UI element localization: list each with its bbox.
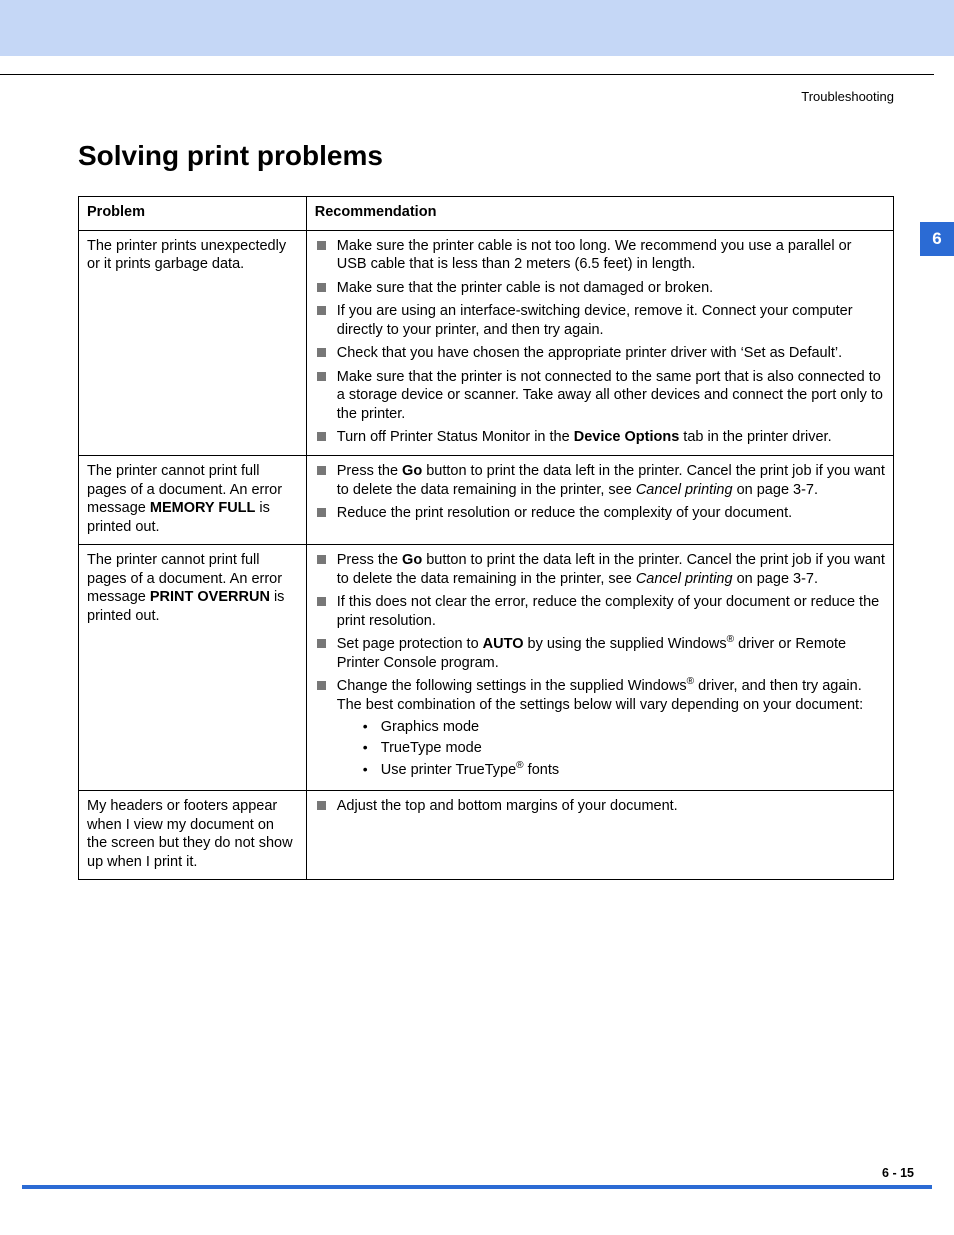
recommendation-item: Make sure that the printer cable is not … bbox=[315, 279, 885, 298]
sub-item: Use printer TrueType® fonts bbox=[337, 761, 885, 780]
problem-cell: The printer cannot print full pages of a… bbox=[79, 545, 307, 791]
recommendation-cell: Press the Go button to print the data le… bbox=[306, 456, 893, 545]
chapter-tab: 6 bbox=[920, 222, 954, 256]
recommendation-item: If this does not clear the error, reduce… bbox=[315, 593, 885, 630]
col-header-recommendation: Recommendation bbox=[306, 197, 893, 231]
table-row: The printer cannot print full pages of a… bbox=[79, 545, 894, 791]
recommendation-cell: Adjust the top and bottom margins of you… bbox=[306, 791, 893, 880]
recommendation-list: Press the Go button to print the data le… bbox=[315, 551, 885, 779]
recommendation-cell: Press the Go button to print the data le… bbox=[306, 545, 893, 791]
document-page: Troubleshooting Solving print problems 6… bbox=[0, 0, 954, 1235]
table-row: My headers or footers appear when I view… bbox=[79, 791, 894, 880]
recommendation-item: Press the Go button to print the data le… bbox=[315, 462, 885, 499]
section-title: Solving print problems bbox=[78, 140, 383, 172]
page-footer: 6 - 15 bbox=[882, 1166, 914, 1180]
recommendation-cell: Make sure the printer cable is not too l… bbox=[306, 230, 893, 455]
recommendation-item: Turn off Printer Status Monitor in the D… bbox=[315, 428, 885, 447]
table-body: The printer prints unexpectedly or it pr… bbox=[79, 230, 894, 880]
footer-line bbox=[22, 1185, 932, 1189]
recommendation-item: Make sure that the printer is not connec… bbox=[315, 368, 885, 424]
recommendation-item: Make sure the printer cable is not too l… bbox=[315, 237, 885, 274]
table-header-row: Problem Recommendation bbox=[79, 197, 894, 231]
horizontal-rule bbox=[0, 74, 934, 75]
sub-list: Graphics mode TrueType mode Use printer Tr… bbox=[337, 718, 885, 780]
top-band bbox=[0, 0, 954, 56]
recommendation-item: Adjust the top and bottom margins of you… bbox=[315, 797, 885, 816]
recommendation-item: Check that you have chosen the appropria… bbox=[315, 344, 885, 363]
sub-item: Graphics mode bbox=[337, 718, 885, 737]
problem-cell: My headers or footers appear when I view… bbox=[79, 791, 307, 880]
recommendation-item: Press the Go button to print the data le… bbox=[315, 551, 885, 588]
recommendation-list: Press the Go button to print the data le… bbox=[315, 462, 885, 523]
recommendation-list: Make sure the printer cable is not too l… bbox=[315, 237, 885, 447]
recommendation-item: Change the following settings in the sup… bbox=[315, 677, 885, 779]
sub-item: TrueType mode bbox=[337, 739, 885, 758]
col-header-problem: Problem bbox=[79, 197, 307, 231]
recommendation-item: Set page protection to AUTO by using the… bbox=[315, 635, 885, 672]
recommendation-item: If you are using an interface-switching … bbox=[315, 302, 885, 339]
breadcrumb: Troubleshooting bbox=[801, 89, 894, 104]
table-row: The printer prints unexpectedly or it pr… bbox=[79, 230, 894, 455]
recommendation-item: Reduce the print resolution or reduce th… bbox=[315, 504, 885, 523]
problem-cell: The printer cannot print full pages of a… bbox=[79, 456, 307, 545]
recommendation-list: Adjust the top and bottom margins of you… bbox=[315, 797, 885, 816]
problem-cell: The printer prints unexpectedly or it pr… bbox=[79, 230, 307, 455]
table-row: The printer cannot print full pages of a… bbox=[79, 456, 894, 545]
troubleshooting-table: Problem Recommendation The printer print… bbox=[78, 196, 894, 880]
